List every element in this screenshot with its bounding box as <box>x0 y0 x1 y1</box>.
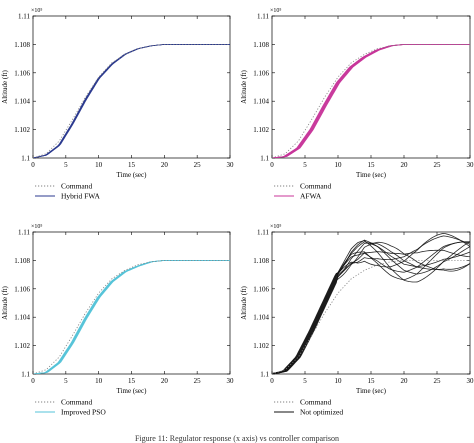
legend-label: Command <box>61 182 92 191</box>
y-tick-label: 1.108 <box>14 41 30 49</box>
figure-caption: Figure 11: Regulator response (x axis) v… <box>0 434 474 443</box>
y-tick-label: 1.102 <box>14 342 30 350</box>
series-line-improved-pso <box>33 260 230 374</box>
y-tick-label: 1.106 <box>253 285 269 293</box>
x-tick-label: 30 <box>227 161 235 169</box>
y-tick-label: 1.11 <box>257 13 269 21</box>
plot-area <box>33 260 230 374</box>
axes-frame <box>33 232 230 374</box>
x-tick-label: 15 <box>128 377 136 385</box>
series-line-command <box>272 260 470 374</box>
x-tick-label: 25 <box>194 377 202 385</box>
legend-label: Improved PSO <box>61 408 106 417</box>
x-tick-label: 10 <box>335 377 343 385</box>
y-axis-label: Altitude (ft) <box>240 70 248 104</box>
x-tick-label: 25 <box>194 161 202 169</box>
y-tick-label: 1.106 <box>14 69 30 77</box>
y-tick-label: 1.1 <box>21 155 30 163</box>
x-axis-label: Time (sec) <box>117 171 148 179</box>
chart-panel-top-right: 0 5 10 15 20 25 30 1.1 1.102 1.104 1.106 1.108 1.11×… <box>240 8 474 201</box>
y-tick-label: 1.1 <box>21 371 30 379</box>
chart-panel-bottom-left: 0 5 10 15 20 25 30 1.1 1.102 1.104 1.106 1.108 1.11×… <box>1 224 234 417</box>
y-exponent-label: ×10⁵ <box>270 224 281 230</box>
x-tick-label: 5 <box>303 377 307 385</box>
y-tick-label: 1.11 <box>18 13 30 21</box>
y-tick-label: 1.104 <box>253 98 269 106</box>
y-tick-label: 1.102 <box>253 126 269 134</box>
y-tick-label: 1.104 <box>253 314 269 322</box>
x-tick-label: 0 <box>31 377 35 385</box>
y-tick-label: 1.104 <box>14 314 30 322</box>
y-tick-label: 1.108 <box>14 257 30 265</box>
chart-panel-bottom-right: 0 5 10 15 20 25 30 1.1 1.102 1.104 1.106 1.108 1.11×… <box>240 224 474 417</box>
x-tick-label: 15 <box>368 161 376 169</box>
legend-label: Command <box>61 398 92 407</box>
x-tick-label: 20 <box>401 161 409 169</box>
x-tick-label: 5 <box>64 161 68 169</box>
x-tick-label: 30 <box>467 161 474 169</box>
y-tick-label: 1.108 <box>253 257 269 265</box>
x-tick-label: 5 <box>303 161 307 169</box>
x-tick-label: 20 <box>161 161 169 169</box>
legend-label: Command <box>300 182 331 191</box>
y-tick-label: 1.1 <box>260 371 269 379</box>
x-tick-label: 25 <box>434 161 442 169</box>
y-tick-label: 1.106 <box>14 285 30 293</box>
axes-frame <box>33 16 230 158</box>
y-tick-label: 1.102 <box>253 342 269 350</box>
y-tick-label: 1.1 <box>260 155 269 163</box>
x-tick-label: 10 <box>95 377 103 385</box>
x-tick-label: 10 <box>335 161 343 169</box>
y-axis-label: Altitude (ft) <box>1 286 9 320</box>
x-tick-label: 15 <box>368 377 376 385</box>
y-exponent-label: ×10⁵ <box>31 224 42 230</box>
x-tick-label: 15 <box>128 161 136 169</box>
x-axis-label: Time (sec) <box>356 387 387 395</box>
y-tick-label: 1.106 <box>253 69 269 77</box>
legend-label: Not optimized <box>300 408 343 417</box>
plot-area <box>33 44 230 158</box>
legend-label: AFWA <box>300 192 322 201</box>
y-tick-label: 1.11 <box>18 229 30 237</box>
x-axis-label: Time (sec) <box>117 387 148 395</box>
series-line-afwa <box>272 44 470 157</box>
y-tick-label: 1.104 <box>14 98 30 106</box>
x-tick-label: 20 <box>401 377 409 385</box>
x-tick-label: 0 <box>270 161 274 169</box>
legend-label: Hybrid FWA <box>61 192 101 201</box>
y-tick-label: 1.11 <box>257 229 269 237</box>
axes-frame <box>272 16 470 158</box>
x-tick-label: 10 <box>95 161 103 169</box>
series-line-hybrid-fwa <box>33 44 230 158</box>
y-axis-label: Altitude (ft) <box>240 286 248 320</box>
x-tick-label: 0 <box>270 377 274 385</box>
x-axis-label: Time (sec) <box>356 171 387 179</box>
y-tick-label: 1.108 <box>253 41 269 49</box>
x-tick-label: 30 <box>467 377 474 385</box>
chart-panel-top-left: 0 5 10 15 20 25 30 1.1 1.102 1.104 1.106 1.108 1.11×… <box>1 8 234 201</box>
plot-area <box>272 233 470 374</box>
x-tick-label: 0 <box>31 161 35 169</box>
y-tick-label: 1.102 <box>14 126 30 134</box>
x-tick-label: 5 <box>64 377 68 385</box>
x-tick-label: 20 <box>161 377 169 385</box>
y-exponent-label: ×10⁵ <box>270 8 281 14</box>
x-tick-label: 30 <box>227 377 235 385</box>
y-exponent-label: ×10⁵ <box>31 8 42 14</box>
legend-label: Command <box>300 398 331 407</box>
plot-area <box>272 44 470 158</box>
y-axis-label: Altitude (ft) <box>1 70 9 104</box>
x-tick-label: 25 <box>434 377 442 385</box>
